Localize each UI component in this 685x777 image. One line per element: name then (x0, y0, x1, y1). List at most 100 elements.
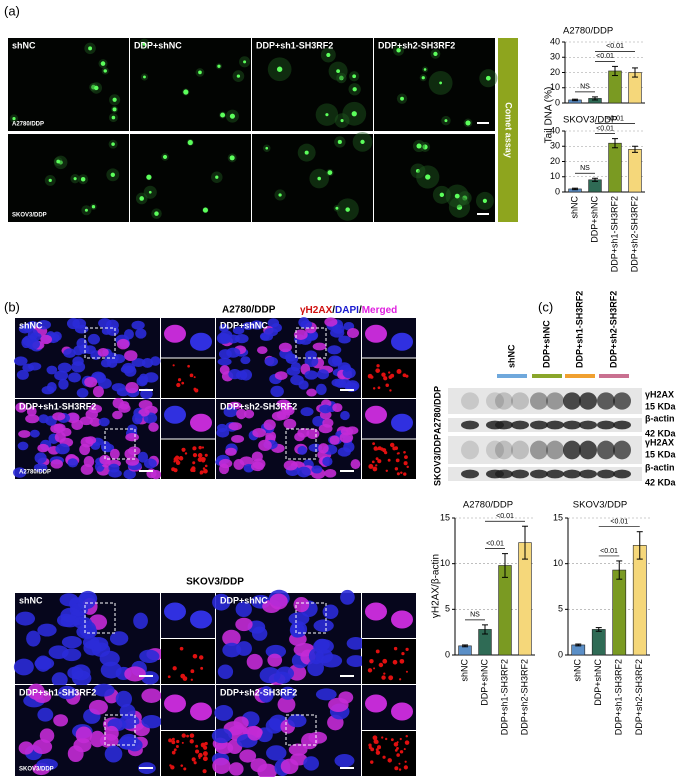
comet-head (339, 75, 344, 81)
nucleus (72, 318, 87, 329)
nucleus (17, 441, 29, 451)
nucleus (26, 630, 41, 647)
nucleus (263, 419, 276, 431)
comet-head (243, 60, 247, 64)
foci (385, 383, 389, 387)
nucleus (92, 385, 104, 398)
foci (382, 755, 386, 759)
y-tick-label: 40 (550, 125, 560, 135)
nucleus (365, 324, 387, 343)
nucleus (240, 356, 251, 365)
foci (198, 445, 202, 450)
blot-band (495, 469, 513, 479)
zoom-box (104, 714, 136, 746)
nucleus (338, 691, 354, 704)
nucleus (340, 589, 355, 605)
stain-part: Merged (362, 305, 398, 316)
blot-band (597, 440, 615, 460)
blot-band (546, 440, 564, 460)
blot-band (613, 440, 631, 460)
foci (167, 675, 171, 679)
foci (369, 658, 374, 664)
foci (403, 748, 406, 751)
column-label: DDP+sh2-SH3RF2 (378, 40, 455, 50)
foci (190, 669, 195, 674)
nucleus (286, 366, 301, 376)
nucleus (266, 745, 287, 761)
foci (373, 446, 378, 451)
blot-band (461, 469, 479, 479)
nucleus (139, 649, 160, 664)
foci (405, 734, 408, 738)
nucleus (124, 350, 138, 362)
nucleus (346, 328, 360, 339)
nucleus (343, 441, 355, 453)
foci (399, 750, 404, 754)
nucleus (365, 694, 387, 713)
x-tick-label: DDP+sh2-SH3RF2 (634, 659, 644, 735)
foci (385, 469, 388, 473)
foci (371, 460, 375, 464)
foci (404, 760, 407, 763)
zoom-box (285, 428, 317, 460)
nucleus (39, 728, 55, 743)
blot-band (486, 392, 504, 410)
nucleus (294, 432, 305, 442)
y-tick-label: 10 (550, 82, 560, 92)
foci (171, 737, 175, 741)
nucleus (15, 611, 36, 626)
nucleus (135, 328, 147, 339)
nucleus (232, 326, 245, 335)
nucleus (340, 427, 354, 436)
lane-label: DDP+shNC (541, 320, 551, 368)
foci (192, 453, 198, 458)
nucleus (71, 361, 86, 373)
bar (608, 142, 622, 193)
group-label: shNC (19, 595, 43, 605)
nucleus (312, 416, 325, 427)
nucleus (164, 405, 186, 424)
column-label: shNC (12, 40, 36, 50)
nucleus (287, 714, 307, 728)
nucleus (274, 371, 288, 380)
nucleus (306, 388, 317, 397)
y-tick-label: 10 (440, 558, 450, 568)
blot-band (511, 440, 529, 460)
nucleus (293, 329, 308, 340)
nucleus (280, 758, 299, 775)
foci (192, 446, 197, 451)
band-size: 15 KDa (645, 401, 677, 411)
comet-head (336, 69, 340, 74)
nucleus (256, 346, 268, 355)
significance: NS (470, 612, 480, 619)
foci (181, 733, 186, 738)
foci (200, 666, 204, 670)
group-label: DDP+sh1-SH3RF2 (19, 687, 96, 697)
comet-head (352, 87, 357, 92)
lane-color (565, 374, 595, 378)
nucleus (115, 690, 133, 708)
nucleus (143, 458, 157, 469)
lane-label: shNC (506, 344, 516, 368)
y-axis-label: γH2AX/β-actin (431, 554, 442, 618)
comet-head (154, 211, 159, 216)
y-tick-label: 20 (550, 67, 560, 77)
nucleus (164, 694, 186, 713)
comet-head (229, 113, 235, 119)
foci (393, 742, 399, 747)
foci (381, 372, 386, 377)
foci (390, 738, 394, 742)
nucleus (233, 458, 245, 470)
nucleus (324, 317, 338, 327)
stain-legend: γH2AX/DAPI/Merged (300, 305, 397, 316)
foci (197, 457, 203, 462)
nucleus (36, 320, 51, 330)
nucleus (338, 335, 351, 344)
foci (187, 364, 190, 368)
nucleus (327, 345, 342, 355)
comet-head (276, 66, 283, 72)
foci (172, 666, 177, 671)
nucleus (270, 385, 284, 397)
nucleus (350, 459, 361, 470)
nucleus (22, 363, 35, 372)
